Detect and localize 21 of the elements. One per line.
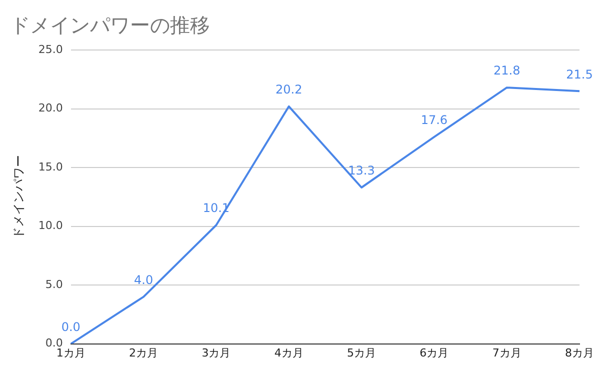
y-tick-label: 25.0 [38, 42, 63, 56]
chart-title: ドメインパワーの推移 [10, 12, 210, 39]
data-label: 17.6 [420, 113, 448, 128]
y-tick-label: 5.0 [45, 278, 63, 291]
data-label: 21.5 [566, 67, 593, 82]
y-axis-title: ドメインパワー [11, 154, 26, 239]
x-tick-label: 3カ月 [202, 346, 231, 360]
x-tick-label: 2カ月 [129, 346, 158, 360]
y-tick-label: 15.0 [38, 160, 63, 174]
x-tick-label: 7カ月 [492, 346, 522, 360]
x-tick-label: 6カ月 [420, 346, 449, 360]
data-label: 13.3 [348, 164, 375, 178]
x-tick-label: 8カ月 [565, 346, 594, 360]
x-tick-label: 4カ月 [274, 346, 304, 360]
data-label: 20.2 [276, 82, 302, 97]
data-label: 21.8 [493, 64, 520, 78]
data-label: 4.0 [134, 272, 154, 287]
y-tick-label: 20.0 [38, 102, 63, 115]
data-label: 0.0 [61, 320, 80, 334]
y-tick-label: 10.0 [38, 219, 63, 232]
x-tick-label: 5カ月 [347, 346, 376, 360]
